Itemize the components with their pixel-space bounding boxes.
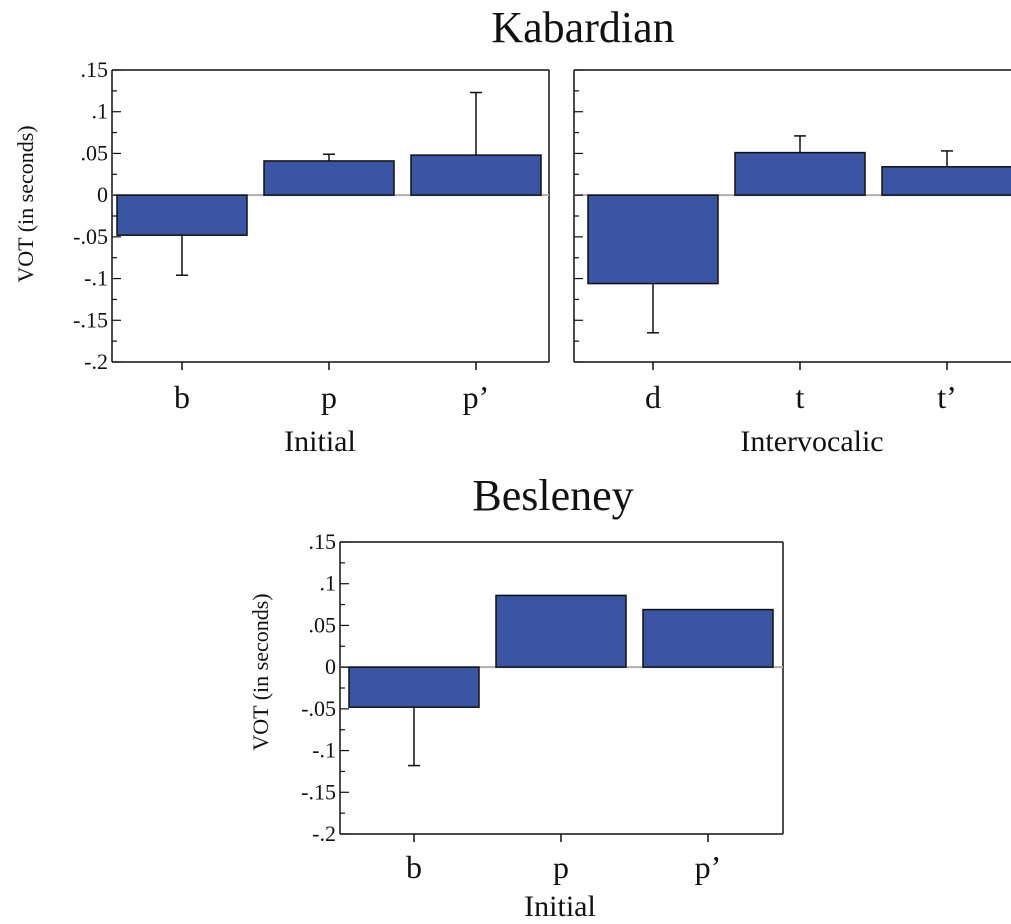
x-tick-label: p’ — [695, 849, 722, 885]
y-tick-label: -.2 — [312, 821, 336, 846]
x-axis-label: Intervocalic — [740, 425, 883, 458]
x-tick-label: p — [321, 379, 337, 415]
x-tick-label: d — [645, 379, 661, 415]
bar-t’ — [881, 166, 1011, 196]
x-tick-label: t — [796, 379, 805, 415]
y-tick-label: -.05 — [73, 224, 108, 249]
y-axis-label: VOT (in seconds) — [13, 125, 38, 282]
y-tick-label: -.1 — [84, 266, 108, 291]
bar-p’ — [410, 154, 542, 196]
x-axis-label: Initial — [284, 425, 356, 458]
y-tick-label: .15 — [81, 57, 109, 82]
x-tick-label: p’ — [463, 379, 490, 415]
x-axis-label: Initial — [524, 890, 596, 923]
x-tick-label: b — [174, 379, 190, 415]
chart-title: Kabardian — [491, 3, 674, 52]
x-tick-label: t’ — [937, 379, 957, 415]
y-tick-label: .1 — [320, 571, 337, 596]
y-tick-label: -.15 — [73, 307, 108, 332]
y-tick-label: .05 — [81, 140, 109, 165]
y-tick-label: .05 — [309, 612, 337, 637]
chart-kabardian-intervocalic: Intervocalic d t t’ — [573, 69, 1011, 458]
x-tick-label: p — [553, 849, 569, 885]
bar-p — [495, 594, 627, 668]
bar-d — [587, 194, 719, 285]
y-tick-label: -.15 — [301, 779, 336, 804]
y-tick-label: -.1 — [312, 738, 336, 763]
bar-b — [116, 194, 248, 236]
y-tick-label: 0 — [97, 182, 108, 207]
bar-t — [734, 151, 866, 196]
y-tick-label: .1 — [92, 99, 109, 124]
y-tick-label: -.2 — [84, 349, 108, 374]
x-tick-label: b — [406, 849, 422, 885]
chart-kabardian-initial: Kabardian VOT (in seconds) Initial .15 .1… — [13, 3, 675, 458]
chart-besleney-initial: Besleney VOT (in seconds) Initial .15 .1.… — [248, 471, 784, 923]
y-tick-label: .15 — [309, 529, 337, 554]
bar-p — [263, 160, 395, 196]
bar-p’ — [642, 608, 774, 668]
y-tick-label: 0 — [325, 654, 336, 679]
bar-b — [348, 666, 480, 708]
y-axis-label: VOT (in seconds) — [248, 593, 273, 750]
chart-title: Besleney — [472, 471, 633, 520]
y-tick-label: -.05 — [301, 696, 336, 721]
